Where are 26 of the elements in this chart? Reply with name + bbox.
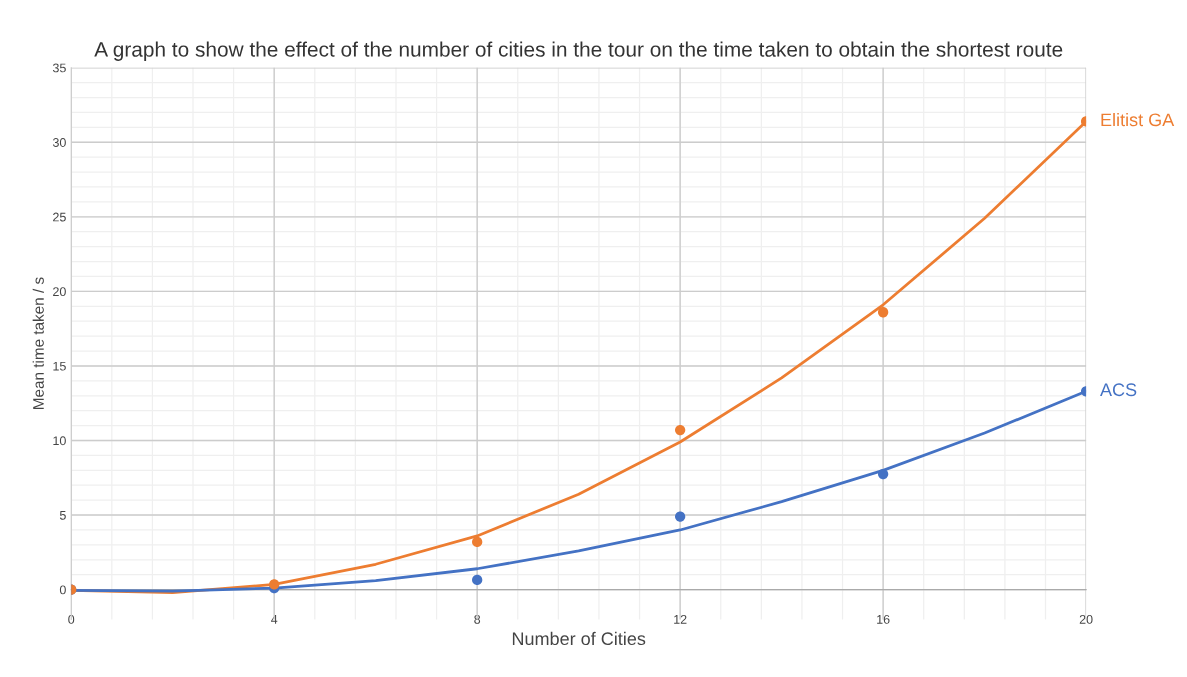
y-tick-label: 25 (53, 212, 66, 222)
y-tick-label: 15 (53, 361, 66, 371)
point (472, 536, 483, 548)
x-tick-label: 4 (271, 615, 278, 624)
point (675, 511, 686, 522)
point (472, 574, 483, 586)
series-label: Elitist GA (1101, 112, 1175, 127)
y-tick-label: 5 (59, 511, 66, 520)
x-tick-label: 12 (674, 614, 687, 624)
y-tick-label: 10 (53, 436, 66, 446)
x-tick-label: 20 (1079, 614, 1093, 624)
y-tick-label: 0 (59, 585, 66, 595)
x-axis-title: Number of Cities (512, 631, 646, 646)
point (877, 468, 889, 480)
chart-title: A graph to show the effect of the number of cities in the tour on the time taken to obtain the shortest route (94, 41, 1063, 61)
y-axis-title: Mean time taken / s (32, 277, 44, 409)
x-tick-label: 8 (474, 614, 481, 624)
y-tick-label: 30 (52, 138, 66, 147)
x-tick-label: 16 (877, 614, 890, 624)
y-tick-label: 20 (53, 287, 66, 297)
point (269, 579, 280, 590)
series-label: ACS (1100, 383, 1137, 397)
x-tick-label: 0 (68, 614, 75, 624)
point (675, 424, 686, 436)
point (877, 307, 889, 318)
y-tick-label: 35 (52, 63, 66, 73)
